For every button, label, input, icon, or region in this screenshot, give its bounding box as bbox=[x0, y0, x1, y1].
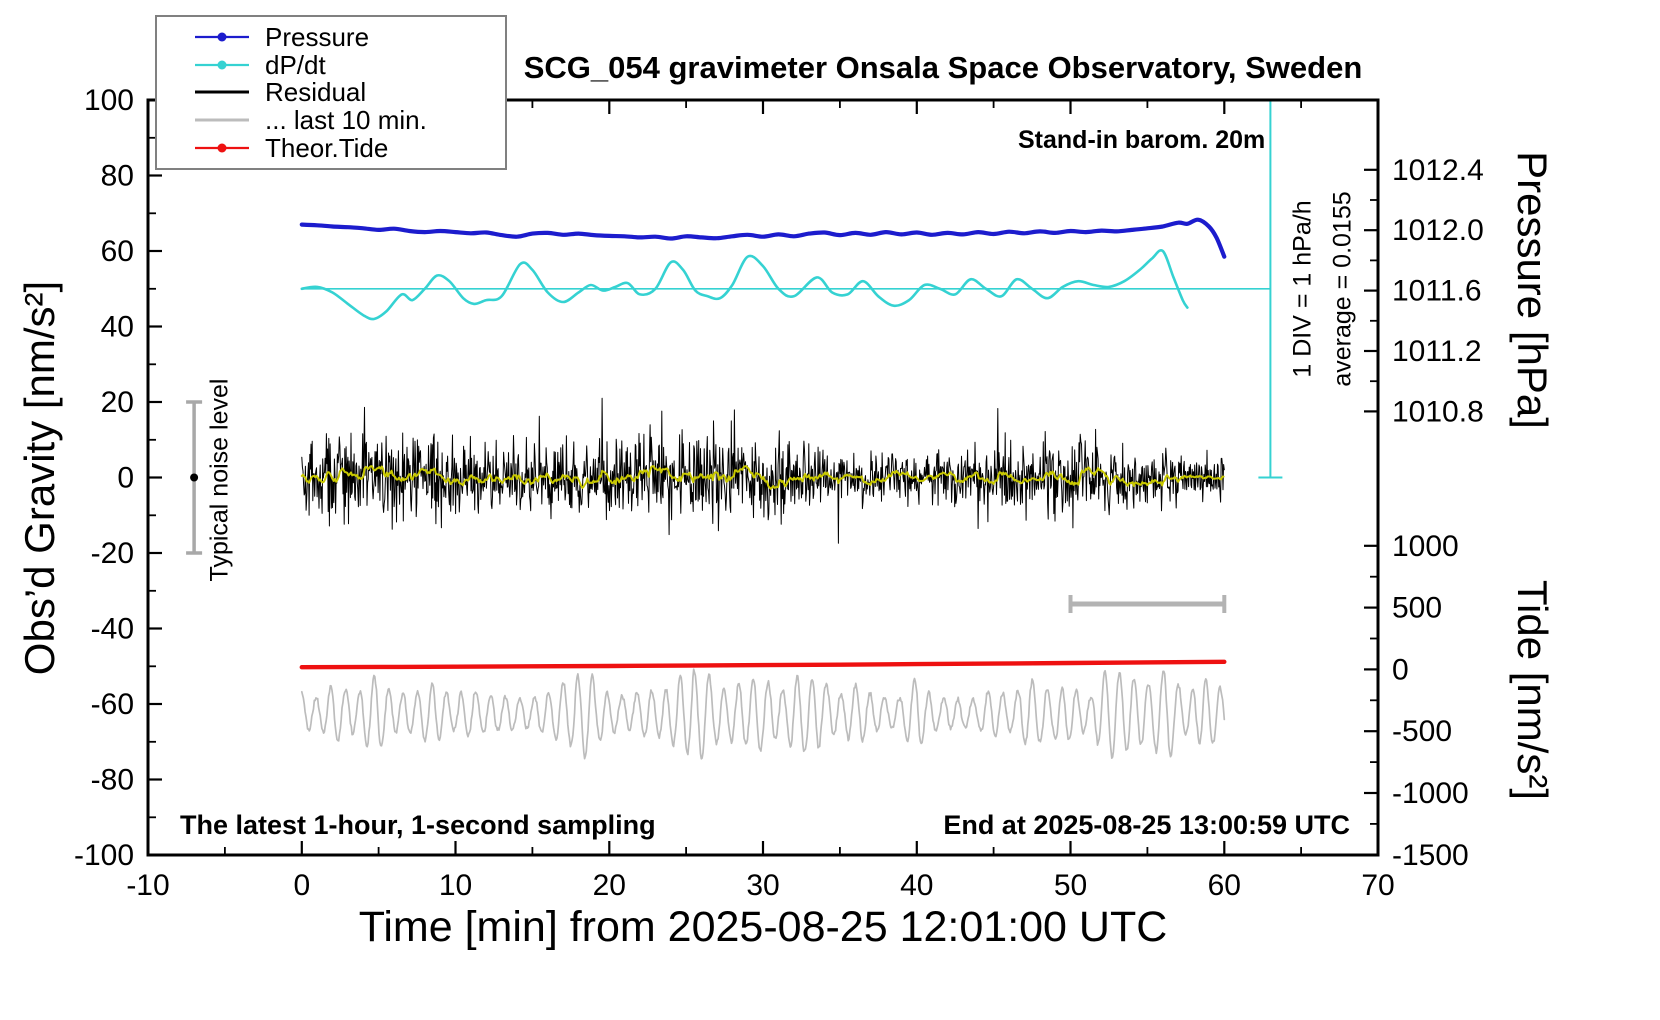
last10min-line bbox=[300, 668, 1226, 760]
tide-tick-label: -500 bbox=[1392, 715, 1452, 748]
residual-line bbox=[301, 397, 1225, 544]
tide-tick-label: 500 bbox=[1392, 592, 1442, 625]
dpdt-legend-sample bbox=[195, 60, 249, 70]
gravity-tick-label: -20 bbox=[91, 537, 134, 570]
tide-legend-sample bbox=[195, 143, 249, 153]
chart-title: SCG_054 gravimeter Onsala Space Observat… bbox=[523, 50, 1363, 85]
legend-label-tide: Theor.Tide bbox=[265, 133, 389, 164]
scale-bars bbox=[186, 400, 1227, 613]
average-label: average = 0.0155 bbox=[1328, 191, 1357, 387]
x-tick-label: 10 bbox=[439, 869, 472, 902]
x-tick-label: 20 bbox=[593, 869, 626, 902]
gravity-tick-label: 20 bbox=[101, 386, 134, 419]
gravity-tick-label: 100 bbox=[84, 84, 134, 117]
div-scale-label: 1 DIV = 1 hPa/h bbox=[1288, 200, 1317, 378]
gravity-tick-label: 0 bbox=[117, 462, 134, 495]
plot-frame bbox=[146, 98, 1380, 857]
gravity-tick-label: 40 bbox=[101, 311, 134, 344]
legend-label-dpdt: dP/dt bbox=[265, 49, 326, 80]
pressure-tick-label: 1010.8 bbox=[1392, 395, 1484, 428]
tide-tick-label: -1000 bbox=[1392, 777, 1469, 810]
gravity-tick-label: 80 bbox=[101, 160, 134, 193]
x-axis-title: Time [min] from 2025-08-25 12:01:00 UTC bbox=[358, 903, 1168, 951]
pressure-legend-sample bbox=[195, 32, 249, 42]
end-time-note: End at 2025-08-25 13:00:59 UTC bbox=[943, 810, 1350, 840]
residual-filtered-line bbox=[300, 465, 1225, 490]
gravity-tick-label: -80 bbox=[91, 764, 134, 797]
legend-item-residual: Residual bbox=[193, 79, 505, 105]
x-tick-label: 50 bbox=[1054, 869, 1087, 902]
pressure-tick-label: 1011.6 bbox=[1392, 275, 1482, 308]
pressure-tick-label: 1012.0 bbox=[1392, 214, 1484, 247]
y-axis-title-tide: Tide [nm/s²] bbox=[1509, 579, 1556, 801]
legend-item-last10: ... last 10 min. bbox=[193, 107, 505, 133]
noise-level-label: Typical noise level bbox=[205, 378, 234, 582]
legend-item-pressure: Pressure bbox=[193, 24, 505, 50]
pressure-tick-label: 1011.2 bbox=[1392, 335, 1482, 368]
noise-bar-dot bbox=[190, 473, 199, 482]
legend-label-residual: Residual bbox=[265, 77, 367, 108]
gravity-tick-label: 60 bbox=[101, 235, 134, 268]
x-tick-label: 70 bbox=[1361, 869, 1394, 902]
tide-line bbox=[299, 659, 1227, 670]
legend-item-dpdt: dP/dt bbox=[193, 52, 505, 78]
x-tick-label: -10 bbox=[126, 869, 169, 902]
barometer-note: Stand-in barom. 20m bbox=[1018, 126, 1266, 154]
x-tick-label: 0 bbox=[293, 869, 310, 902]
gravity-tick-label: -40 bbox=[91, 613, 134, 646]
y-axis-title-gravity: Obs’d Gravity [nm/s²] bbox=[16, 280, 63, 676]
x-tick-label: 60 bbox=[1208, 869, 1241, 902]
dpdt-line bbox=[300, 249, 1189, 321]
gravity-tick-label: -100 bbox=[74, 839, 134, 872]
tide-tick-label: 1000 bbox=[1392, 530, 1459, 563]
x-tick-label: 30 bbox=[746, 869, 779, 902]
last10-legend-sample bbox=[195, 118, 249, 122]
sampling-note: The latest 1-hour, 1-second sampling bbox=[180, 810, 656, 840]
y-axis-right-ticks: 1012.4 1012.0 1011.6 1011.2 1010.8 1000 500 0 -5… bbox=[1364, 154, 1484, 872]
legend-label-pressure: Pressure bbox=[265, 21, 370, 52]
tide-tick-label: 0 bbox=[1392, 653, 1409, 686]
residual-legend-sample bbox=[195, 90, 249, 94]
legend-label-last10: ... last 10 min. bbox=[265, 105, 427, 136]
pressure-line bbox=[299, 217, 1227, 259]
x-tick-label: 40 bbox=[900, 869, 933, 902]
x-axis-ticks: -10 0 10 20 30 40 50 60 70 bbox=[126, 100, 1395, 902]
y-axis-title-pressure: Pressure [hPa] bbox=[1509, 151, 1556, 429]
tide-tick-label: -1500 bbox=[1392, 839, 1469, 872]
legend-item-tide: Theor.Tide bbox=[193, 135, 505, 161]
pressure-tick-label: 1012.4 bbox=[1392, 154, 1484, 187]
legend: Pressure dP/dt Residual... last 10 min. The… bbox=[155, 15, 507, 170]
gravity-tick-label: -60 bbox=[91, 688, 134, 721]
